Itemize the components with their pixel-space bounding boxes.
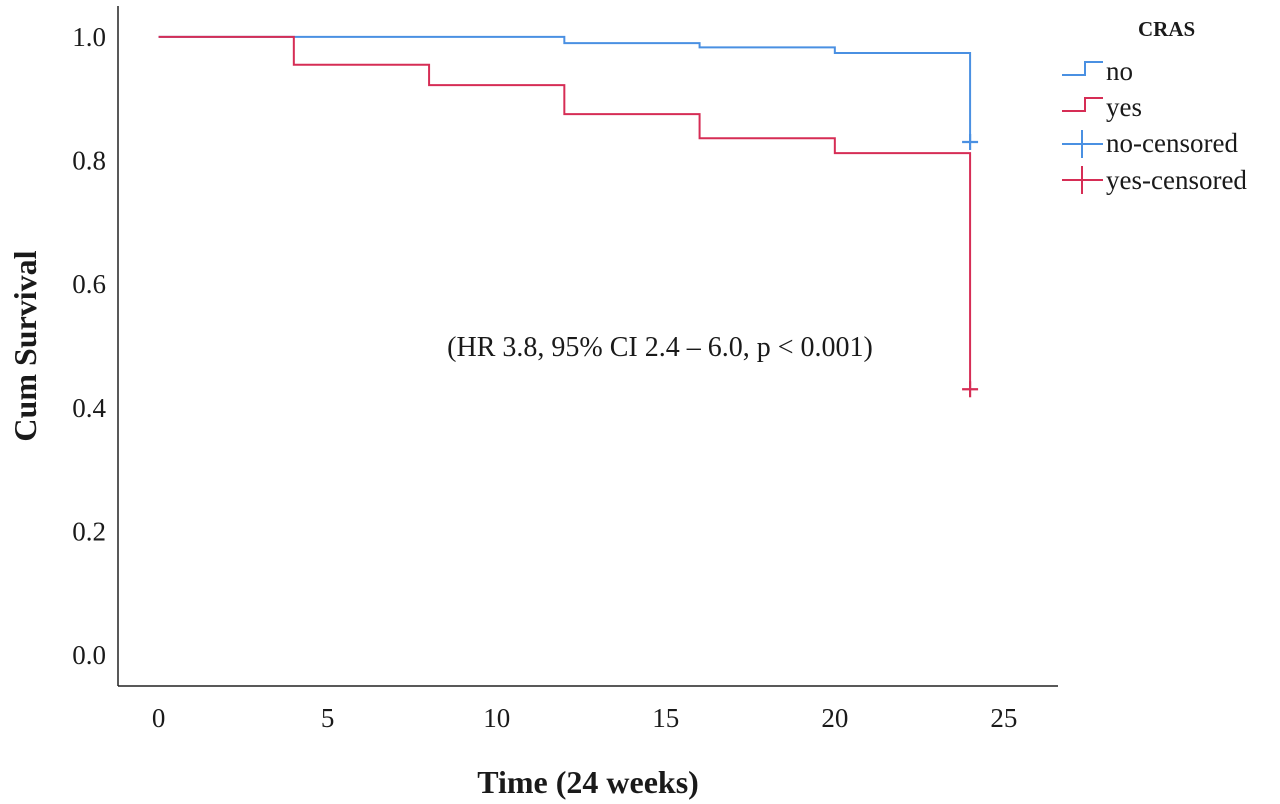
hazard-ratio-annotation: (HR 3.8, 95% CI 2.4 – 6.0, p < 0.001)	[447, 332, 873, 363]
legend-swatch-no-censored	[1062, 130, 1103, 158]
x-tick-label: 15	[652, 703, 679, 733]
y-tick-label: 0.6	[72, 269, 106, 299]
x-tick-labels: 0 5 10 15 20 25	[152, 703, 1018, 733]
legend-title: CRAS	[1138, 17, 1195, 41]
x-tick-label: 25	[990, 703, 1017, 733]
legend: CRAS no yes no-censored yes-censored	[1062, 17, 1247, 195]
x-tick-label: 20	[821, 703, 848, 733]
series-layer	[158, 35, 979, 398]
censor-mark-yes	[962, 381, 979, 398]
legend-label-no-censored: no-censored	[1106, 128, 1238, 158]
series-line-no	[158, 35, 972, 142]
y-tick-labels: 0.0 0.2 0.4 0.6 0.8 1.0	[72, 22, 106, 670]
censor-mark-no	[962, 134, 979, 150]
x-tick-label: 10	[483, 703, 510, 733]
legend-swatch-yes	[1062, 97, 1103, 112]
y-tick-label: 0.4	[72, 393, 106, 423]
legend-swatch-yes-censored	[1062, 166, 1103, 194]
legend-label-yes: yes	[1106, 92, 1142, 122]
y-tick-label: 0.2	[72, 516, 106, 546]
y-tick-label: 0.0	[72, 640, 106, 670]
legend-swatch-no	[1062, 61, 1103, 76]
x-tick-label: 0	[152, 703, 166, 733]
x-tick-label: 5	[321, 703, 335, 733]
y-tick-label: 1.0	[72, 22, 106, 52]
series-line-yes	[158, 35, 972, 390]
x-axis-title: Time (24 weeks)	[477, 764, 699, 800]
y-tick-label: 0.8	[72, 146, 106, 176]
y-axis-title: Cum Survival	[7, 250, 43, 441]
legend-label-yes-censored: yes-censored	[1106, 165, 1247, 195]
legend-label-no: no	[1106, 56, 1133, 86]
